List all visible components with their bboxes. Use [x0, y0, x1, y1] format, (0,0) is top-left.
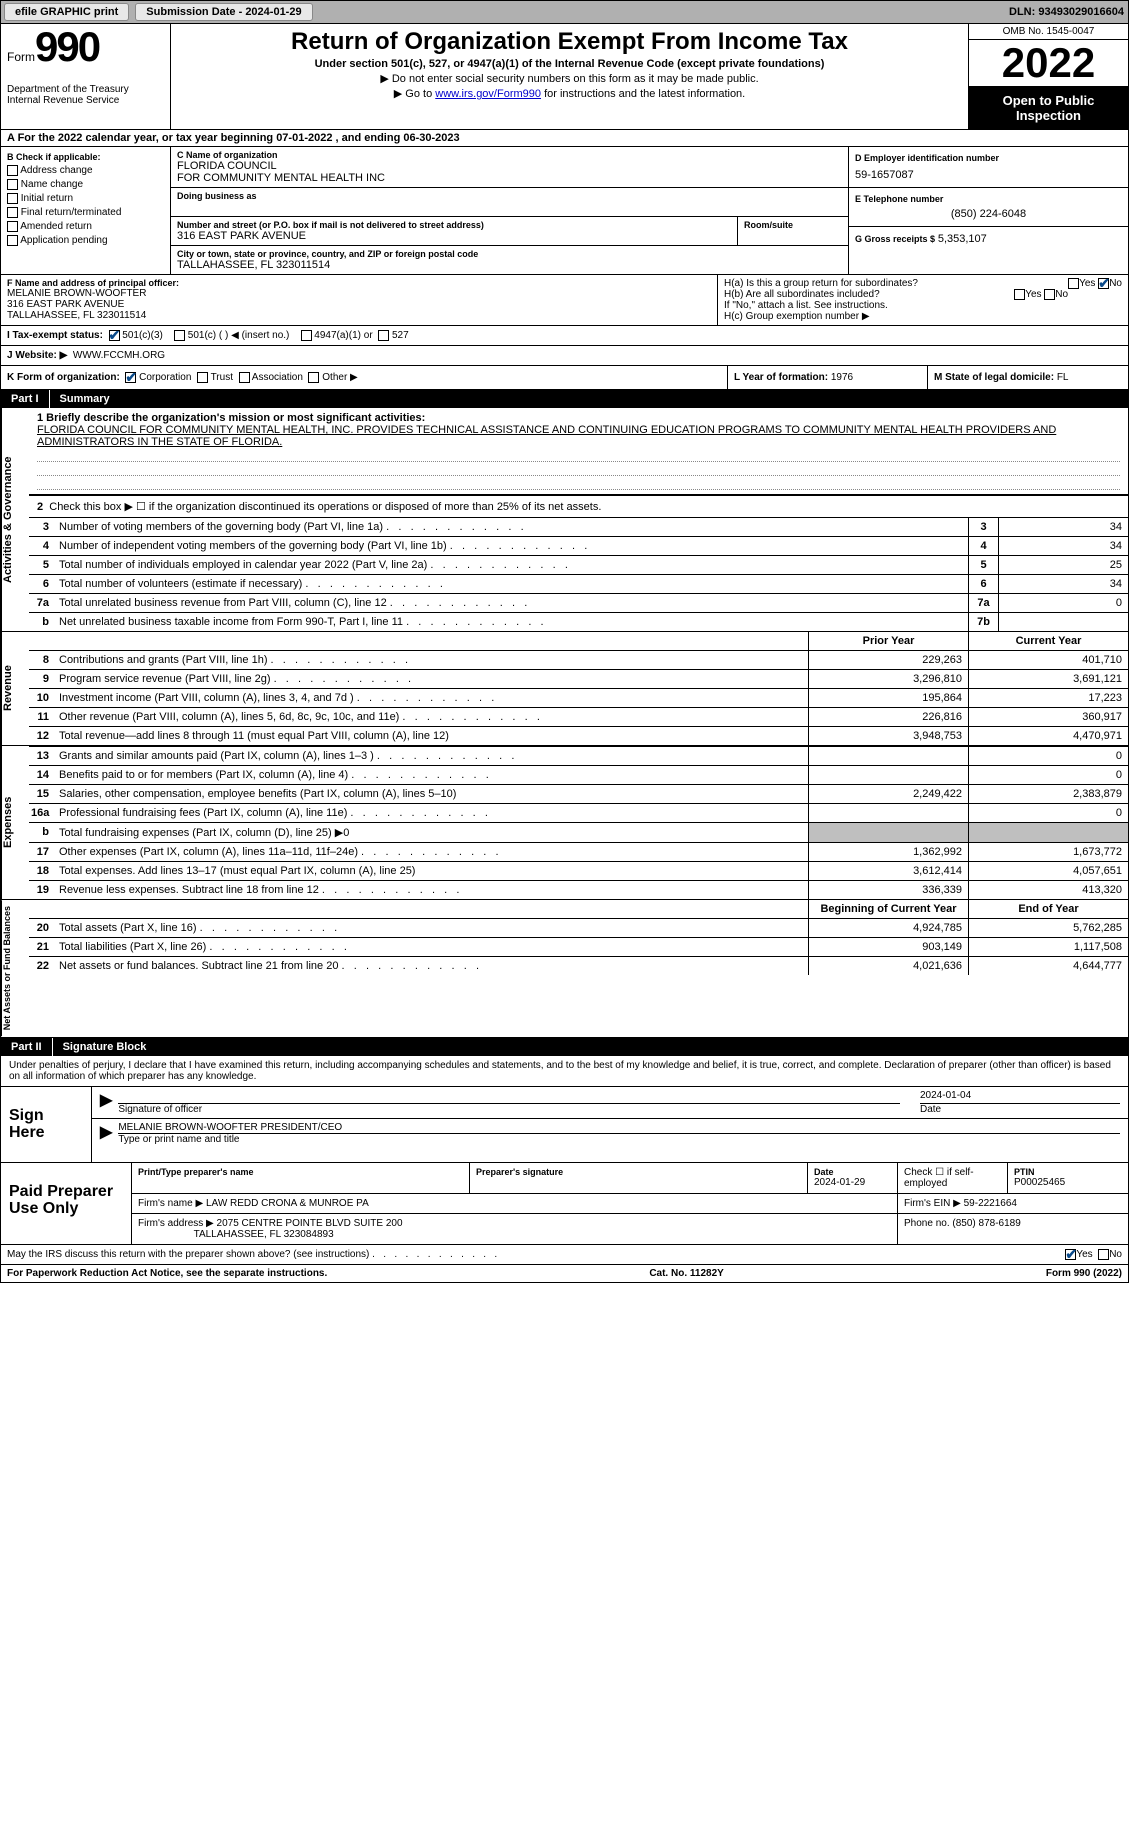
part-2-header: Part IISignature Block: [1, 1038, 1128, 1056]
block-h: H(a) Is this a group return for subordin…: [718, 275, 1128, 325]
col-d: D Employer identification number 59-1657…: [848, 147, 1128, 274]
form-title: Return of Organization Exempt From Incom…: [179, 28, 960, 56]
form-title-block: Return of Organization Exempt From Incom…: [171, 24, 968, 129]
form-id-block: Form990 Department of the Treasury Inter…: [1, 24, 171, 129]
expenses-block: Expenses 13Grants and similar amounts pa…: [1, 746, 1128, 900]
activities-block: Activities & Governance 1 Briefly descri…: [1, 408, 1128, 632]
form-990: Form990 Department of the Treasury Inter…: [0, 24, 1129, 1283]
revenue-block: Revenue Prior YearCurrent Year 8Contribu…: [1, 632, 1128, 746]
row-i: I Tax-exempt status: 501(c)(3) 501(c) ( …: [1, 326, 1128, 346]
dln-label: DLN: 93493029016604: [1005, 6, 1128, 18]
row-k: K Form of organization: Corporation Trus…: [1, 366, 728, 389]
col-c: C Name of organization FLORIDA COUNCIL F…: [171, 147, 848, 274]
topbar: efile GRAPHIC print Submission Date - 20…: [0, 0, 1129, 24]
efile-print-button[interactable]: efile GRAPHIC print: [4, 3, 129, 21]
row-j: J Website: ▶ WWW.FCCMH.ORG: [1, 346, 1128, 366]
net-assets-block: Net Assets or Fund Balances Beginning of…: [1, 900, 1128, 1037]
irs-link[interactable]: www.irs.gov/Form990: [435, 88, 541, 100]
footer: For Paperwork Reduction Act Notice, see …: [1, 1265, 1128, 1282]
paid-preparer: Paid Preparer Use Only Print/Type prepar…: [1, 1163, 1128, 1245]
col-b: B Check if applicable: Address change Na…: [1, 147, 171, 274]
perjury-text: Under penalties of perjury, I declare th…: [1, 1056, 1128, 1087]
arrow-icon: ▶: [100, 1122, 112, 1145]
block-f: F Name and address of principal officer:…: [1, 275, 718, 325]
line-a: A For the 2022 calendar year, or tax yea…: [1, 130, 1128, 147]
arrow-icon: ▶: [100, 1090, 112, 1115]
sign-here: Sign Here ▶ Signature of officer 2024-01…: [1, 1087, 1128, 1163]
part-1-header: Part ISummary: [1, 390, 1128, 408]
discuss-row: May the IRS discuss this return with the…: [1, 1245, 1128, 1265]
submission-date-button[interactable]: Submission Date - 2024-01-29: [135, 3, 312, 21]
year-block: OMB No. 1545-0047 2022 Open to Public In…: [968, 24, 1128, 129]
